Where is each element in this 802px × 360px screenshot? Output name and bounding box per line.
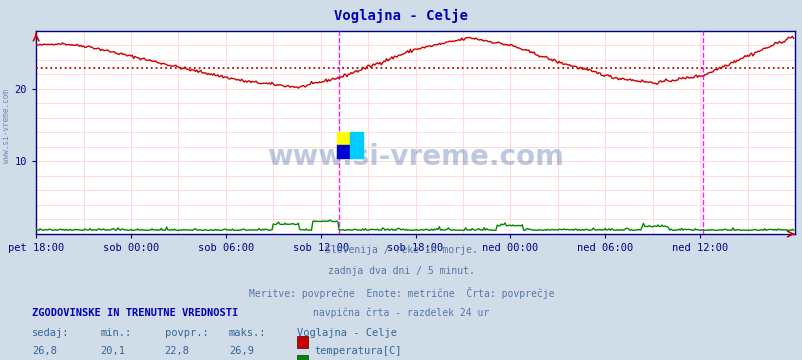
Text: zadnja dva dni / 5 minut.: zadnja dva dni / 5 minut. — [328, 266, 474, 276]
Text: navpična črta - razdelek 24 ur: navpična črta - razdelek 24 ur — [313, 307, 489, 318]
Text: 26,8: 26,8 — [32, 346, 57, 356]
Text: www.si-vreme.com: www.si-vreme.com — [2, 89, 11, 163]
Text: ZGODOVINSKE IN TRENUTNE VREDNOSTI: ZGODOVINSKE IN TRENUTNE VREDNOSTI — [32, 308, 238, 318]
Text: Slovenija / reke in morje.: Slovenija / reke in morje. — [325, 245, 477, 255]
Text: Voglajna - Celje: Voglajna - Celje — [334, 9, 468, 23]
Text: Voglajna - Celje: Voglajna - Celje — [297, 328, 397, 338]
Text: 22,8: 22,8 — [164, 346, 189, 356]
Text: www.si-vreme.com: www.si-vreme.com — [267, 143, 563, 171]
Bar — [349, 145, 363, 158]
Bar — [336, 145, 349, 158]
Text: povpr.:: povpr.: — [164, 328, 208, 338]
Text: temperatura[C]: temperatura[C] — [314, 346, 402, 356]
Bar — [336, 132, 349, 145]
Text: min.:: min.: — [100, 328, 132, 338]
Text: 20,1: 20,1 — [100, 346, 125, 356]
Bar — [349, 132, 363, 145]
Text: 26,9: 26,9 — [229, 346, 253, 356]
Text: sedaj:: sedaj: — [32, 328, 70, 338]
Text: Meritve: povprečne  Enote: metrične  Črta: povprečje: Meritve: povprečne Enote: metrične Črta:… — [249, 287, 553, 298]
Text: maks.:: maks.: — [229, 328, 266, 338]
